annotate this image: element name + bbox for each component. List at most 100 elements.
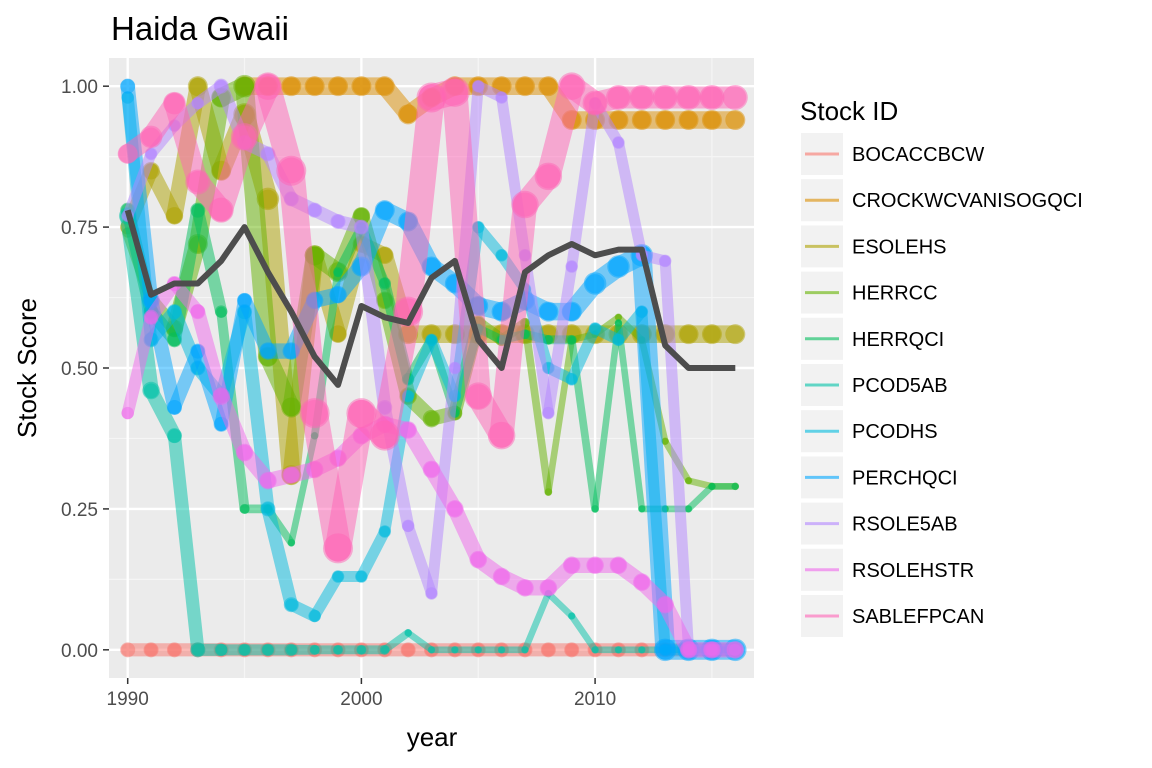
data-point — [638, 505, 646, 513]
series-segment — [324, 399, 375, 562]
data-point — [422, 460, 441, 479]
series-segment — [261, 502, 298, 612]
series-segment — [536, 74, 584, 189]
legend-label: RSOLEHSTR — [852, 560, 974, 582]
data-point — [261, 643, 275, 657]
legend: Stock ID BOCACCBCW CROCKWCVANISOGQCI ESOLE… — [800, 96, 1083, 637]
mean-line-layer — [124, 209, 736, 388]
data-point — [607, 255, 630, 278]
data-point — [276, 155, 307, 186]
data-point — [708, 482, 716, 491]
data-point — [633, 573, 651, 591]
y-tick-label: 0.25 — [61, 500, 98, 521]
data-point — [333, 267, 344, 278]
chart-title: Haida Gwaii — [111, 10, 289, 47]
legend-title: Stock ID — [800, 96, 898, 126]
data-point — [259, 471, 277, 490]
data-point — [214, 643, 228, 657]
series-segment — [309, 571, 344, 622]
legend-label: BOCACCBCW — [852, 144, 984, 166]
data-point — [656, 595, 674, 614]
data-point — [163, 91, 186, 115]
data-point — [451, 646, 459, 654]
series-segment — [591, 319, 622, 513]
series-segment — [521, 590, 552, 654]
series-segment — [119, 208, 159, 399]
data-point — [655, 110, 676, 130]
data-point — [614, 646, 623, 654]
data-point — [330, 213, 346, 229]
data-point — [398, 104, 419, 125]
y-tick-label: 0.50 — [61, 359, 98, 380]
data-point — [254, 72, 282, 100]
data-point — [237, 292, 253, 308]
data-point — [283, 597, 299, 613]
data-point — [701, 110, 722, 130]
data-point — [214, 305, 228, 318]
y-tick-label: 0.00 — [61, 641, 98, 662]
series-segment — [615, 319, 646, 513]
legend-item-rsole5ab: RSOLE5AB — [801, 502, 958, 545]
series-segment — [685, 477, 716, 490]
data-point — [631, 110, 652, 130]
data-point — [678, 324, 699, 345]
series-segment — [685, 483, 716, 513]
data-point — [544, 488, 553, 496]
data-point — [416, 82, 447, 113]
legend-label: PCOD5AB — [852, 375, 948, 397]
data-point — [474, 646, 482, 654]
data-point — [346, 398, 377, 429]
data-point — [566, 334, 577, 345]
data-point — [208, 197, 234, 223]
series-segment — [566, 323, 601, 385]
data-point — [661, 437, 669, 446]
data-point — [464, 382, 492, 410]
data-point — [612, 136, 625, 149]
data-point — [534, 162, 563, 191]
data-point — [378, 277, 392, 290]
data-point — [185, 169, 211, 195]
data-point — [614, 319, 623, 327]
data-point — [511, 190, 539, 219]
data-point — [401, 519, 415, 533]
data-point — [281, 397, 302, 418]
legend-label: ESOLEHS — [852, 236, 946, 258]
data-point — [652, 84, 678, 110]
data-point — [308, 609, 321, 623]
series-segment — [163, 92, 209, 193]
data-point — [374, 200, 395, 221]
data-point — [422, 409, 441, 428]
data-point — [260, 501, 276, 517]
legend-item-herrcc: HERRCC — [801, 271, 938, 314]
data-point — [212, 387, 230, 405]
data-point — [684, 476, 693, 485]
data-point — [495, 249, 508, 262]
data-point — [492, 567, 511, 586]
data-point — [521, 646, 529, 654]
data-point — [629, 84, 655, 110]
data-point — [731, 482, 740, 491]
data-point — [469, 550, 487, 569]
data-point — [446, 500, 464, 518]
data-point — [539, 579, 558, 597]
data-point — [448, 361, 462, 375]
series-segment — [404, 629, 435, 654]
data-point — [516, 579, 534, 597]
data-point — [166, 304, 182, 320]
data-point — [540, 642, 556, 658]
series-layer — [117, 72, 748, 662]
data-point — [282, 466, 301, 484]
data-point — [612, 333, 625, 347]
data-point — [658, 254, 672, 268]
data-point — [309, 644, 320, 655]
x-tick-label: 2000 — [340, 689, 382, 710]
series-segment — [545, 336, 576, 496]
data-point — [565, 260, 578, 273]
data-point — [404, 629, 412, 637]
legend-item-pcod5ab: PCOD5AB — [801, 364, 948, 406]
data-point — [379, 644, 390, 655]
legend-item-crockwcvanisogqci: CROCKWCVANISOGQCI — [801, 179, 1083, 222]
series-segment — [122, 148, 157, 222]
data-point — [567, 612, 576, 620]
series-segment — [354, 220, 392, 415]
